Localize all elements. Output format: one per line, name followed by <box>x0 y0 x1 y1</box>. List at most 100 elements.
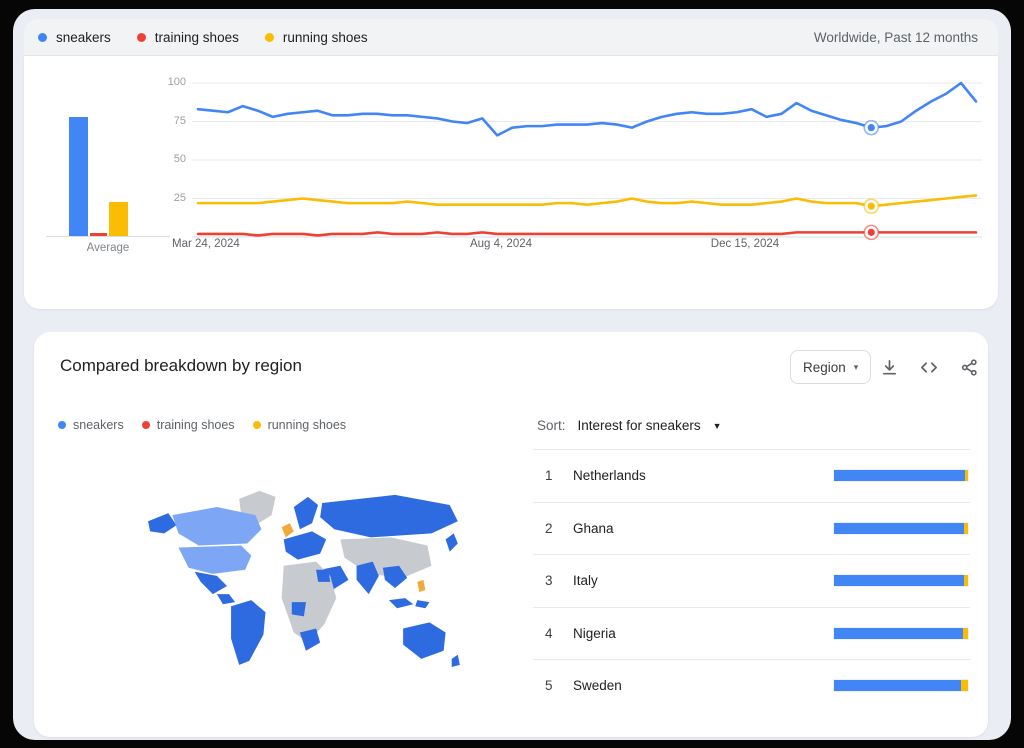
map-japan <box>445 533 458 552</box>
map-se-asia <box>382 565 408 588</box>
table-row-nigeria[interactable]: 4 Nigeria <box>533 606 970 660</box>
table-row-ghana[interactable]: 2 Ghana <box>533 501 970 555</box>
interest-bar <box>833 574 969 588</box>
comparison-terms-bar: sneakers training shoes running shoes Wo… <box>24 19 998 56</box>
term-label: running shoes <box>282 29 368 45</box>
map-philippines <box>417 579 426 593</box>
running-shoes-dot-icon <box>252 421 261 429</box>
legend-label: training shoes <box>156 418 235 432</box>
interest-bar <box>833 679 969 693</box>
y-axis-labels: 100 75 50 25 <box>146 56 186 309</box>
interest-bar <box>833 469 969 483</box>
map-mexico <box>194 571 228 595</box>
term-running-shoes[interactable]: running shoes <box>264 29 368 45</box>
x-tick-dec15: Dec 15, 2024 <box>710 238 780 250</box>
bar-segment-running-shoes <box>963 575 968 587</box>
row-region-name: Sweden <box>573 678 622 694</box>
map-south-america <box>231 600 266 665</box>
trends-page: sneakers training shoes running shoes Wo… <box>13 9 1011 740</box>
x-tick-mar24: Mar 24, 2024 <box>172 238 240 250</box>
card-toolbar <box>876 354 982 380</box>
sort-dropdown-value: Interest for sneakers <box>577 418 701 433</box>
map-india <box>356 561 379 595</box>
y-tick-100: 100 <box>167 76 186 88</box>
breakdown-by-region-card: Compared breakdown by region Region ▾ <box>34 332 988 737</box>
term-training-shoes[interactable]: training shoes <box>136 30 239 45</box>
map-usa <box>178 545 252 574</box>
interest-bar <box>833 626 969 640</box>
y-tick-50: 50 <box>173 153 186 165</box>
row-rank: 2 <box>545 520 553 536</box>
training-shoes-dot-icon <box>136 32 146 42</box>
bar-segment-running-shoes <box>963 522 968 534</box>
breakdown-title: Compared breakdown by region <box>60 356 302 375</box>
row-region-name: Ghana <box>573 520 614 536</box>
row-rank: 4 <box>545 625 553 641</box>
sneakers-dot-icon <box>58 421 66 429</box>
map-south-africa <box>299 628 321 651</box>
legend-running-shoes[interactable]: running shoes <box>252 418 347 432</box>
bar-segment-sneakers <box>834 680 962 692</box>
sort-dropdown[interactable]: Interest for sneakers ▼ <box>578 418 722 433</box>
average-label: Average <box>86 242 130 254</box>
bar-segment-running-shoes <box>962 627 968 639</box>
average-bar-running-shoes[interactable] <box>109 202 128 236</box>
average-bar-sneakers[interactable] <box>69 117 88 236</box>
bar-segment-running-shoes <box>961 680 968 692</box>
map-egypt <box>316 569 331 582</box>
row-rank: 1 <box>545 468 553 484</box>
row-region-name: Italy <box>573 573 598 589</box>
average-mini-chart: Average <box>24 56 184 309</box>
chevron-down-icon: ▾ <box>853 361 859 372</box>
interest-over-time-chart[interactable] <box>192 69 982 261</box>
legend-label: running shoes <box>267 418 347 432</box>
average-axis-line <box>46 236 170 237</box>
embed-code-icon[interactable] <box>916 354 942 380</box>
region-table: 1 Netherlands 2 Ghana 3 Italy 4 Nigeria 5 Sweden <box>533 449 970 712</box>
region-dropdown[interactable]: Region ▾ <box>790 350 872 384</box>
legend-sneakers[interactable]: sneakers <box>58 418 124 432</box>
map-canada <box>172 507 262 546</box>
series-line-training-shoes <box>196 231 978 237</box>
hover-marker-dot <box>867 228 875 236</box>
table-row-italy[interactable]: 3 Italy <box>533 554 970 607</box>
table-row-netherlands[interactable]: 1 Netherlands <box>533 449 970 502</box>
x-tick-aug4: Aug 4, 2024 <box>469 238 533 250</box>
series-line-running-shoes <box>196 194 978 208</box>
bar-segment-running-shoes <box>965 470 968 482</box>
running-shoes-dot-icon <box>264 32 274 42</box>
bar-segment-sneakers <box>834 522 964 534</box>
download-icon[interactable] <box>876 354 902 380</box>
world-map[interactable] <box>142 480 476 696</box>
row-region-name: Netherlands <box>573 468 646 484</box>
sneakers-dot-icon <box>38 32 47 42</box>
sort-caret-icon: ▼ <box>712 420 722 431</box>
interest-bar <box>833 521 969 535</box>
map-central-america <box>216 594 236 605</box>
training-shoes-dot-icon <box>141 421 150 429</box>
map-australia <box>403 622 446 659</box>
y-tick-25: 25 <box>173 192 186 204</box>
bar-segment-sneakers <box>834 575 964 587</box>
y-tick-75: 75 <box>173 115 186 127</box>
term-sneakers[interactable]: sneakers <box>38 30 111 45</box>
map-uk <box>281 523 294 538</box>
share-icon[interactable] <box>956 354 982 380</box>
series-line-sneakers <box>196 81 978 137</box>
row-rank: 3 <box>545 573 553 589</box>
map-scandinavia <box>293 496 319 530</box>
map-russia <box>320 494 458 538</box>
average-bar-training-shoes[interactable] <box>90 232 107 236</box>
hover-marker-dot <box>867 202 875 210</box>
map-indonesia <box>388 598 414 609</box>
row-region-name: Nigeria <box>573 625 616 641</box>
interest-over-time-card: Average 100 75 50 25 Mar 24, 2024 Aug 4,… <box>24 56 998 309</box>
sort-label: Sort: <box>537 418 566 433</box>
table-row-sweden[interactable]: 5 Sweden <box>533 659 970 712</box>
map-indonesia-east <box>415 600 430 609</box>
term-label: sneakers <box>56 29 111 45</box>
map-new-zealand <box>451 654 460 667</box>
scope-text: Worldwide, Past 12 months <box>813 29 978 45</box>
region-dropdown-label: Region <box>803 359 846 375</box>
legend-training-shoes[interactable]: training shoes <box>141 418 235 432</box>
